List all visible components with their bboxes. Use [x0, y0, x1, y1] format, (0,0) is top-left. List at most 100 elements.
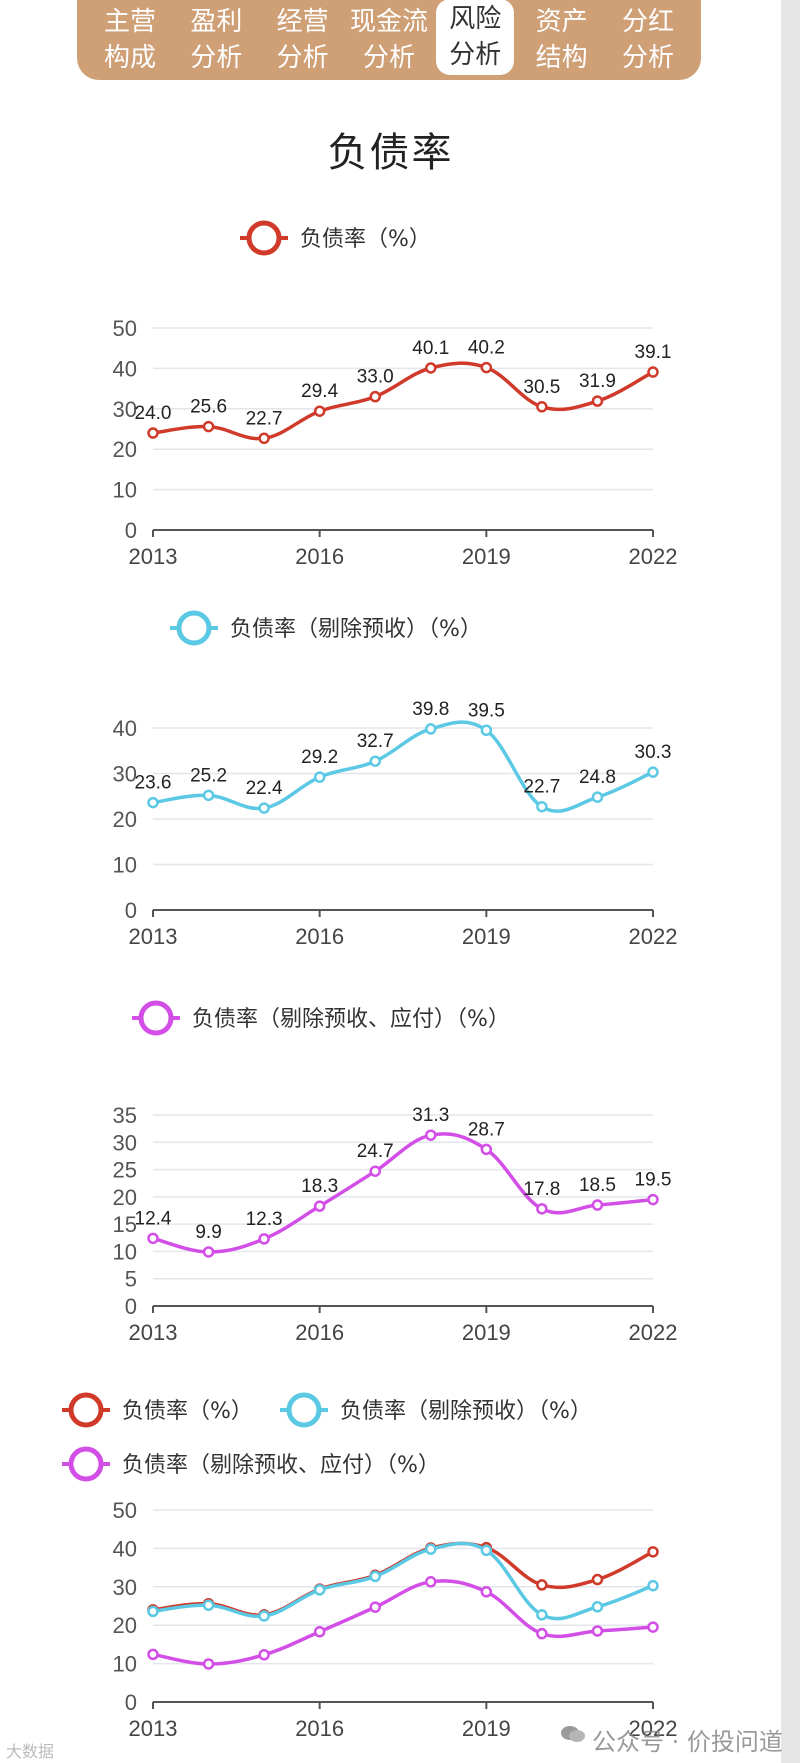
tab-operation-analysis[interactable]: 经营 分析 [264, 2, 342, 78]
y-tick-label: 25 [113, 1158, 137, 1183]
legend-marker [246, 220, 282, 256]
data-point [369, 390, 381, 403]
legend-item: 负债率（剔除预收）（%） [280, 1392, 592, 1428]
legend-label: 负债率（剔除预收、应付）（%） [122, 1453, 440, 1478]
tab-label-line1: 经营 [276, 7, 329, 37]
tab-main-composition[interactable]: 主营 构成 [91, 2, 169, 78]
y-tick-label: 10 [113, 1239, 137, 1264]
data-label: 17.8 [523, 1179, 560, 1200]
y-tick-label: 0 [125, 1294, 137, 1319]
x-tick-label: 2022 [629, 1320, 678, 1345]
legend-marker [176, 610, 212, 646]
data-point [536, 800, 548, 813]
watermark-left: 大数据 [6, 1742, 55, 1761]
y-tick-label: 15 [113, 1212, 137, 1237]
data-label: 30.3 [635, 742, 672, 763]
data-label: 39.8 [412, 699, 449, 720]
legend-item: 负债率（%） [62, 1392, 253, 1428]
tab-label-line1: 现金流 [349, 7, 428, 37]
data-point [591, 395, 604, 407]
data-label: 23.6 [135, 773, 172, 794]
data-label: 40.2 [468, 338, 505, 359]
y-tick-label: 20 [113, 807, 137, 832]
scrollbar-thumb[interactable] [781, 0, 800, 1763]
combined-debt-ratio-chart: 负债率（%） 负债率（剔除预收）（%） 负债率（剔除预收、应付）（%） 0 10 20 30… [62, 1392, 678, 1741]
data-point [480, 361, 493, 374]
tab-label-line2: 分析 [621, 43, 674, 73]
x-tick-label: 2016 [295, 1320, 344, 1345]
tab-profit-analysis[interactable]: 盈利 分析 [177, 2, 255, 78]
tab-cashflow-analysis[interactable]: 现金流 分析 [350, 2, 428, 78]
x-tick-label: 2022 [629, 1716, 678, 1741]
data-point [425, 723, 437, 735]
tab-risk-analysis[interactable]: 风险 分析 [436, 0, 515, 75]
y-tick-label: 30 [113, 762, 137, 787]
x-tick-label: 2019 [462, 924, 511, 949]
data-point [313, 405, 326, 417]
y-tick-label: 30 [113, 1130, 137, 1155]
data-label: 24.8 [579, 767, 616, 788]
data-point [258, 432, 270, 445]
legend-label: 负债率（%） [300, 227, 431, 252]
y-tick-label: 5 [125, 1267, 137, 1292]
data-label: 33.0 [357, 367, 394, 388]
series-line [152, 1541, 654, 1621]
legend-label: 负债率（剔除预收）（%） [340, 1399, 592, 1424]
series-line [152, 361, 654, 441]
tab-label-line2: 分析 [449, 40, 502, 70]
data-point [202, 1658, 215, 1670]
data-point [147, 796, 159, 809]
data-label: 31.9 [579, 371, 616, 392]
data-point [313, 1200, 326, 1212]
tab-label-line1: 资产 [535, 7, 588, 37]
series-line [152, 1579, 654, 1666]
series-line [152, 720, 654, 813]
x-tick-label: 2013 [129, 544, 178, 569]
x-tick-label: 2019 [462, 1320, 511, 1345]
data-label: 19.5 [635, 1170, 672, 1191]
tab-asset-structure[interactable]: 资产 结构 [523, 2, 601, 78]
y-tick-label: 35 [113, 1103, 137, 1128]
debt-ratio-ex-advance-chart: 负债率（剔除预收）（%） 0 10 20 30 40 2013 2016 2019 2022 23.… [113, 610, 678, 949]
y-tick-label: 10 [113, 478, 137, 503]
y-tick-label: 40 [113, 356, 137, 381]
y-tick-label: 10 [113, 853, 137, 878]
data-point [536, 1627, 548, 1640]
data-label: 22.7 [246, 408, 283, 429]
legend-item: 负债率（剔除预收、应付）（%） [132, 1000, 510, 1036]
data-point [480, 1143, 493, 1156]
x-tick-label: 2013 [129, 924, 178, 949]
data-label: 24.7 [357, 1141, 394, 1162]
legend-marker [68, 1392, 104, 1428]
page-title: 负债率 [327, 130, 454, 176]
data-label: 18.3 [301, 1176, 338, 1197]
wechat-icon [561, 1726, 585, 1742]
data-point [647, 766, 659, 778]
data-point [147, 1648, 159, 1661]
watermark-right: 公众号 · 价投问道 [592, 1728, 783, 1756]
analysis-tab-bar: 主营 构成 盈利 分析 经营 分析 现金流 分析 风险 分析 资产 结构 分红 … [77, 0, 701, 80]
data-point [591, 1573, 604, 1586]
data-point [202, 789, 215, 802]
tab-dividend-analysis[interactable]: 分红 分析 [609, 2, 687, 78]
data-point [258, 802, 270, 814]
data-label: 12.4 [135, 1208, 172, 1229]
x-tick-label: 2022 [629, 924, 678, 949]
series-line [152, 1541, 654, 1617]
data-label: 29.2 [301, 747, 338, 768]
data-point [647, 1621, 659, 1633]
data-label: 25.6 [190, 397, 227, 418]
data-label: 25.2 [190, 765, 227, 786]
data-point [647, 366, 659, 378]
y-tick-label: 0 [125, 898, 137, 923]
tab-label-line2: 分析 [276, 43, 329, 73]
tab-label-line1: 风险 [449, 4, 502, 34]
legend-marker [286, 1392, 322, 1428]
data-point [202, 1246, 215, 1258]
data-label: 40.1 [412, 338, 449, 359]
tab-label-line1: 盈利 [190, 7, 243, 37]
x-tick-label: 2016 [295, 1716, 344, 1741]
data-label: 39.5 [468, 700, 505, 721]
data-point [369, 755, 381, 767]
legend-item: 负债率（%） [240, 220, 431, 256]
